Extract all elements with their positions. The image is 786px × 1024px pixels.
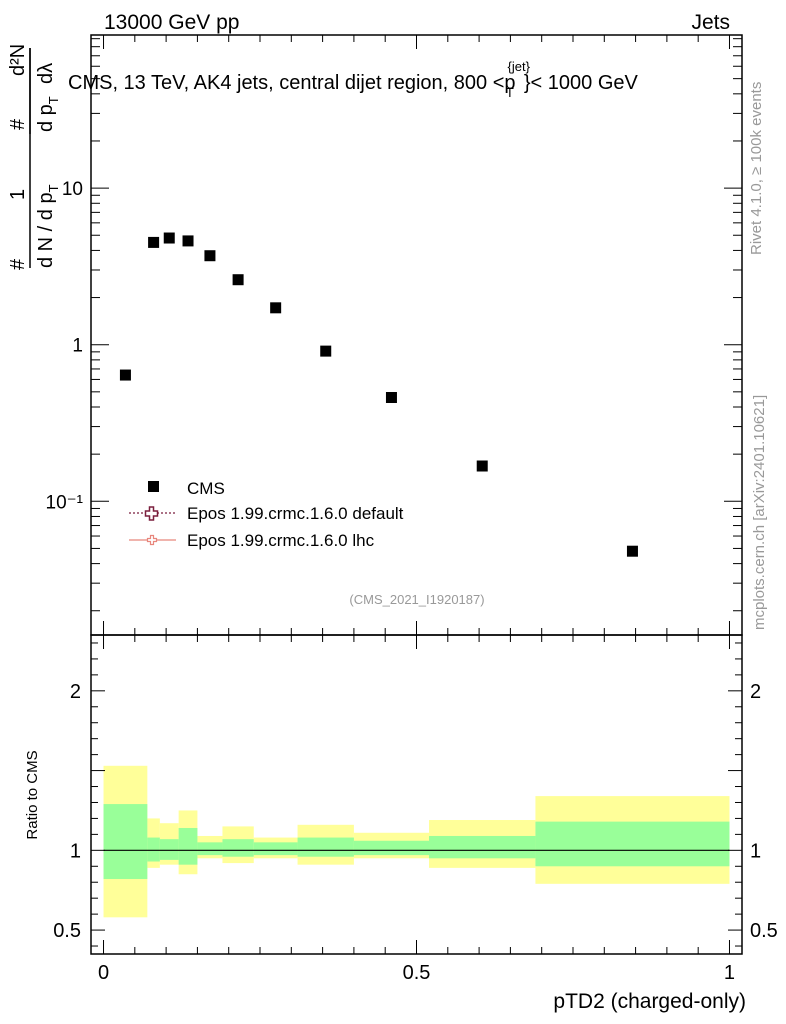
ratio-band-inner-group (103, 804, 730, 880)
rivet-version-text: Rivet 4.1.0, ≥ 100k events (748, 82, 765, 255)
cms-data-point-7 (320, 345, 332, 357)
legend-cms-label: CMS (187, 479, 225, 498)
legend-epos-default-label: Epos 1.99.crmc.1.6.0 default (187, 504, 404, 523)
ratio-band-inner-8 (353, 840, 430, 856)
svg-text:d pT: d pT (35, 96, 61, 132)
y-tick-label-main-0: 10 (62, 179, 83, 200)
svg-text:dλ: dλ (35, 63, 57, 84)
title-subscript: T (506, 85, 514, 100)
svg-text:d²N: d²N (7, 44, 29, 76)
ratio-band-inner-7 (297, 837, 354, 857)
ratio-band-inner-5 (222, 839, 254, 857)
svg-text:d N / d pT: d N / d pT (35, 184, 61, 268)
y-tick-label-ratio-left-1: 1 (70, 840, 81, 862)
ratio-band-inner-6 (253, 842, 298, 856)
legend: CMS Epos 1.99.crmc.1.6.0 default Epos 1.… (129, 479, 404, 550)
plot-title: CMS, 13 TeV, AK4 jets, central dijet reg… (68, 59, 639, 100)
y-tick-label-ratio-right-0: 0.5 (750, 920, 778, 942)
axis-ticks (91, 35, 742, 954)
cms-data-point-9 (476, 460, 488, 472)
cms-data-point-4 (204, 250, 216, 262)
x-tick-label-2: 1 (724, 962, 735, 984)
cms-data-point-2 (163, 232, 175, 244)
header-category: Jets (691, 11, 730, 34)
ratio-band-inner-4 (197, 842, 223, 856)
svg-text:1: 1 (7, 189, 29, 200)
cms-data-point-5 (232, 274, 244, 286)
ratio-band-inner-2 (159, 839, 179, 860)
cms-data-point-1 (148, 236, 160, 248)
x-tick-label-0: 0 (98, 962, 109, 984)
svg-text:#: # (7, 258, 29, 270)
y-tick-label-ratio-left-0: 0.5 (53, 920, 81, 942)
mcplots-text: mcplots.cern.ch [arXiv:2401.10621] (751, 395, 768, 630)
header-collision: 13000 GeV pp (104, 11, 239, 34)
cms-data-point-8 (385, 392, 397, 404)
ratio-band-inner-3 (178, 827, 198, 865)
ratio-band-inner-0 (103, 804, 148, 880)
legend-epos-default-marker (144, 506, 159, 521)
y-tick-label-main-1: 1 (72, 336, 83, 357)
svg-text:#: # (7, 118, 29, 130)
ratio-ylabel: Ratio to CMS (24, 750, 41, 839)
legend-epos-lhc-label: Epos 1.99.crmc.1.6.0 lhc (187, 531, 375, 550)
legend-cms-marker (148, 481, 159, 492)
x-axis-label: pTD2 (charged-only) (553, 990, 746, 1013)
analysis-id: (CMS_2021_I1920187) (349, 592, 484, 607)
axis-tick-labels: 10 1 10⁻¹ 0.5 0.5 1 1 2 2 0 0.5 1 (46, 179, 778, 984)
cms-data-point-6 (270, 302, 282, 314)
cms-data-markers (119, 232, 638, 557)
x-tick-label-1: 0.5 (403, 962, 431, 984)
title-superscript: {jet} (508, 59, 531, 74)
cms-data-point-10 (626, 545, 638, 557)
cms-data-point-0 (119, 369, 131, 381)
cms-data-point-3 (182, 235, 194, 247)
ratio-band-inner-1 (147, 837, 160, 862)
main-ylabel: # 1 d N / d pT # d²N d pT dλ (7, 44, 61, 270)
legend-epos-lhc-marker (146, 534, 158, 546)
y-tick-label-ratio-right-1: 1 (750, 840, 761, 862)
y-tick-label-main-2: 10⁻¹ (46, 492, 84, 513)
y-tick-label-ratio-right-2: 2 (750, 681, 761, 703)
ratio-band-inner-10 (535, 821, 730, 867)
ratio-plot-frame (90, 634, 743, 955)
ratio-band-inner-9 (429, 835, 536, 859)
y-tick-label-ratio-left-2: 2 (70, 681, 81, 703)
